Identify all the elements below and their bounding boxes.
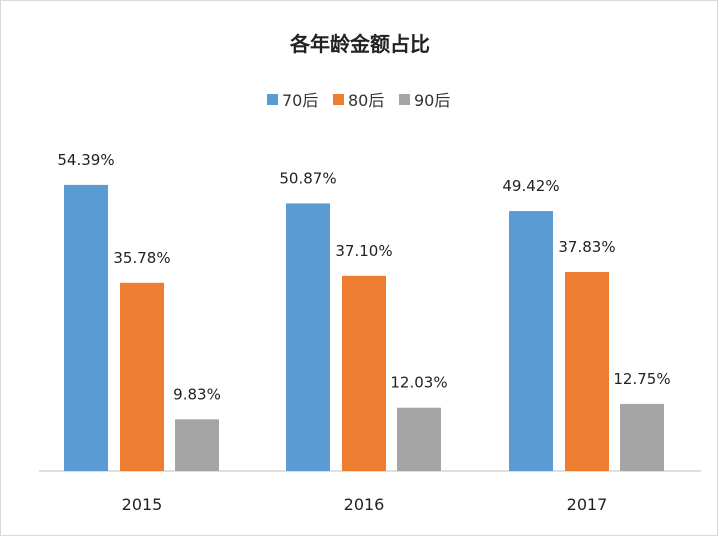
bar [175,419,219,471]
data-label: 12.03% [390,374,447,392]
data-label: 49.42% [502,177,559,195]
bar [620,403,664,471]
data-label: 9.83% [173,385,221,403]
x-tick-label: 2016 [344,495,385,514]
bar [120,282,164,471]
legend-swatch [333,94,344,105]
x-tick-label: 2015 [122,495,163,514]
legend-label: 70后 [282,91,318,110]
legend: 70后 80后 90后 [267,91,450,110]
chart-title: 各年龄金额占比 [289,32,430,56]
legend-label: 90后 [414,91,450,110]
bar [342,275,386,471]
x-tick-label: 2017 [567,495,608,514]
legend-swatch [267,94,278,105]
bar [286,203,330,471]
data-label: 37.10% [335,242,392,260]
bar [509,211,553,472]
legend-label: 80后 [348,91,384,110]
data-label: 54.39% [57,151,114,169]
bar [565,272,609,471]
legend-swatch [399,94,410,105]
bar [64,184,108,471]
data-label: 50.87% [279,169,336,187]
data-label: 35.78% [113,249,170,267]
data-label: 12.75% [613,370,670,388]
bars: 54.39% 35.78% 9.83% 2015 50.87% 37.10% 12.03% 2… [57,151,670,514]
bar [397,407,441,471]
data-label: 37.83% [558,238,615,256]
